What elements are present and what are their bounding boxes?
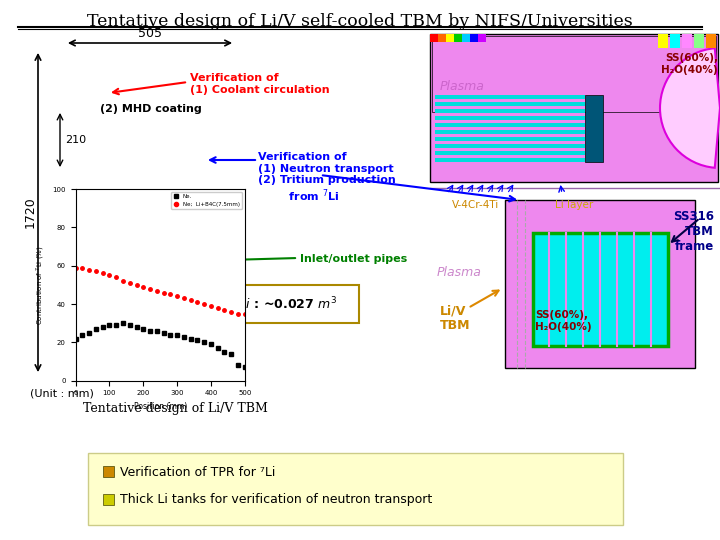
Bar (470, 34, 478, 42)
Bar (435, 123, 585, 127)
Text: Plasma: Plasma (440, 79, 485, 92)
Bar (430, 34, 438, 42)
Bar (694, 34, 704, 48)
Bar (478, 34, 486, 42)
Bar (670, 34, 680, 48)
Text: Verification of TPR for ⁷Li: Verification of TPR for ⁷Li (120, 465, 275, 478)
Text: SS316
TBM
frame: SS316 TBM frame (673, 210, 714, 253)
Text: 505: 505 (138, 27, 162, 40)
Y-axis label: Contribution of $^7$Li (%): Contribution of $^7$Li (%) (35, 245, 47, 325)
FancyBboxPatch shape (217, 285, 359, 323)
Bar (505, 200, 695, 368)
Bar (658, 34, 668, 48)
Bar (435, 130, 585, 134)
Bar (103, 466, 114, 477)
Text: $\it{Li}$ : ~0.027 $m^3$: $\it{Li}$ : ~0.027 $m^3$ (239, 296, 337, 312)
Bar (682, 34, 692, 48)
Legend: Ne., Ne;  Li+B4C(7.5mm): Ne., Ne; Li+B4C(7.5mm) (171, 192, 242, 209)
Bar (435, 116, 585, 120)
Text: 210: 210 (65, 135, 86, 145)
Bar (585, 95, 603, 162)
Text: 1720: 1720 (24, 196, 37, 228)
Text: Tentative design of Li/V self-cooled TBM by NIFS/Universities: Tentative design of Li/V self-cooled TBM… (87, 13, 633, 30)
Bar (435, 151, 585, 155)
Bar (454, 34, 462, 42)
Text: Plasma: Plasma (437, 266, 482, 279)
Text: Thick Li tanks for verification of neutron transport: Thick Li tanks for verification of neutr… (120, 494, 432, 507)
Bar (462, 34, 470, 42)
Text: 170: 170 (102, 268, 122, 278)
Bar (430, 34, 718, 182)
Text: SS(60%),
H₂O(40%): SS(60%), H₂O(40%) (535, 310, 592, 332)
Bar (435, 102, 585, 106)
Text: 210: 210 (174, 268, 196, 278)
Bar (706, 34, 716, 48)
Text: (Unit : mm): (Unit : mm) (30, 388, 94, 398)
Bar (438, 34, 446, 42)
Text: Inlet/outlet pipes: Inlet/outlet pipes (300, 254, 408, 264)
Bar (533, 233, 668, 346)
Text: SS(60%),
H₂O(40%): SS(60%), H₂O(40%) (662, 53, 718, 75)
Text: Verification of
(1) Coolant circulation: Verification of (1) Coolant circulation (190, 73, 330, 94)
Bar (435, 144, 585, 148)
Bar (446, 34, 454, 42)
Text: Li layer: Li layer (555, 200, 593, 210)
Bar (435, 137, 585, 141)
Bar (432, 36, 716, 112)
Text: V-4Cr-4Ti: V-4Cr-4Ti (452, 200, 499, 210)
Bar (103, 494, 114, 505)
Bar (435, 95, 585, 99)
Bar (88, 453, 623, 525)
X-axis label: Position (mm): Position (mm) (134, 402, 186, 411)
Text: Verification of
(1) Neutron transport
(2) Tritium production
        from $^7$Li: Verification of (1) Neutron transport (2… (258, 152, 396, 205)
Text: (2) MHD coating: (2) MHD coating (100, 104, 202, 114)
Text: Li/V
TBM: Li/V TBM (440, 304, 470, 332)
Bar (435, 109, 585, 113)
Wedge shape (660, 48, 720, 168)
Bar (435, 158, 585, 162)
Text: Tentative design of Li/V TBM: Tentative design of Li/V TBM (83, 402, 267, 415)
